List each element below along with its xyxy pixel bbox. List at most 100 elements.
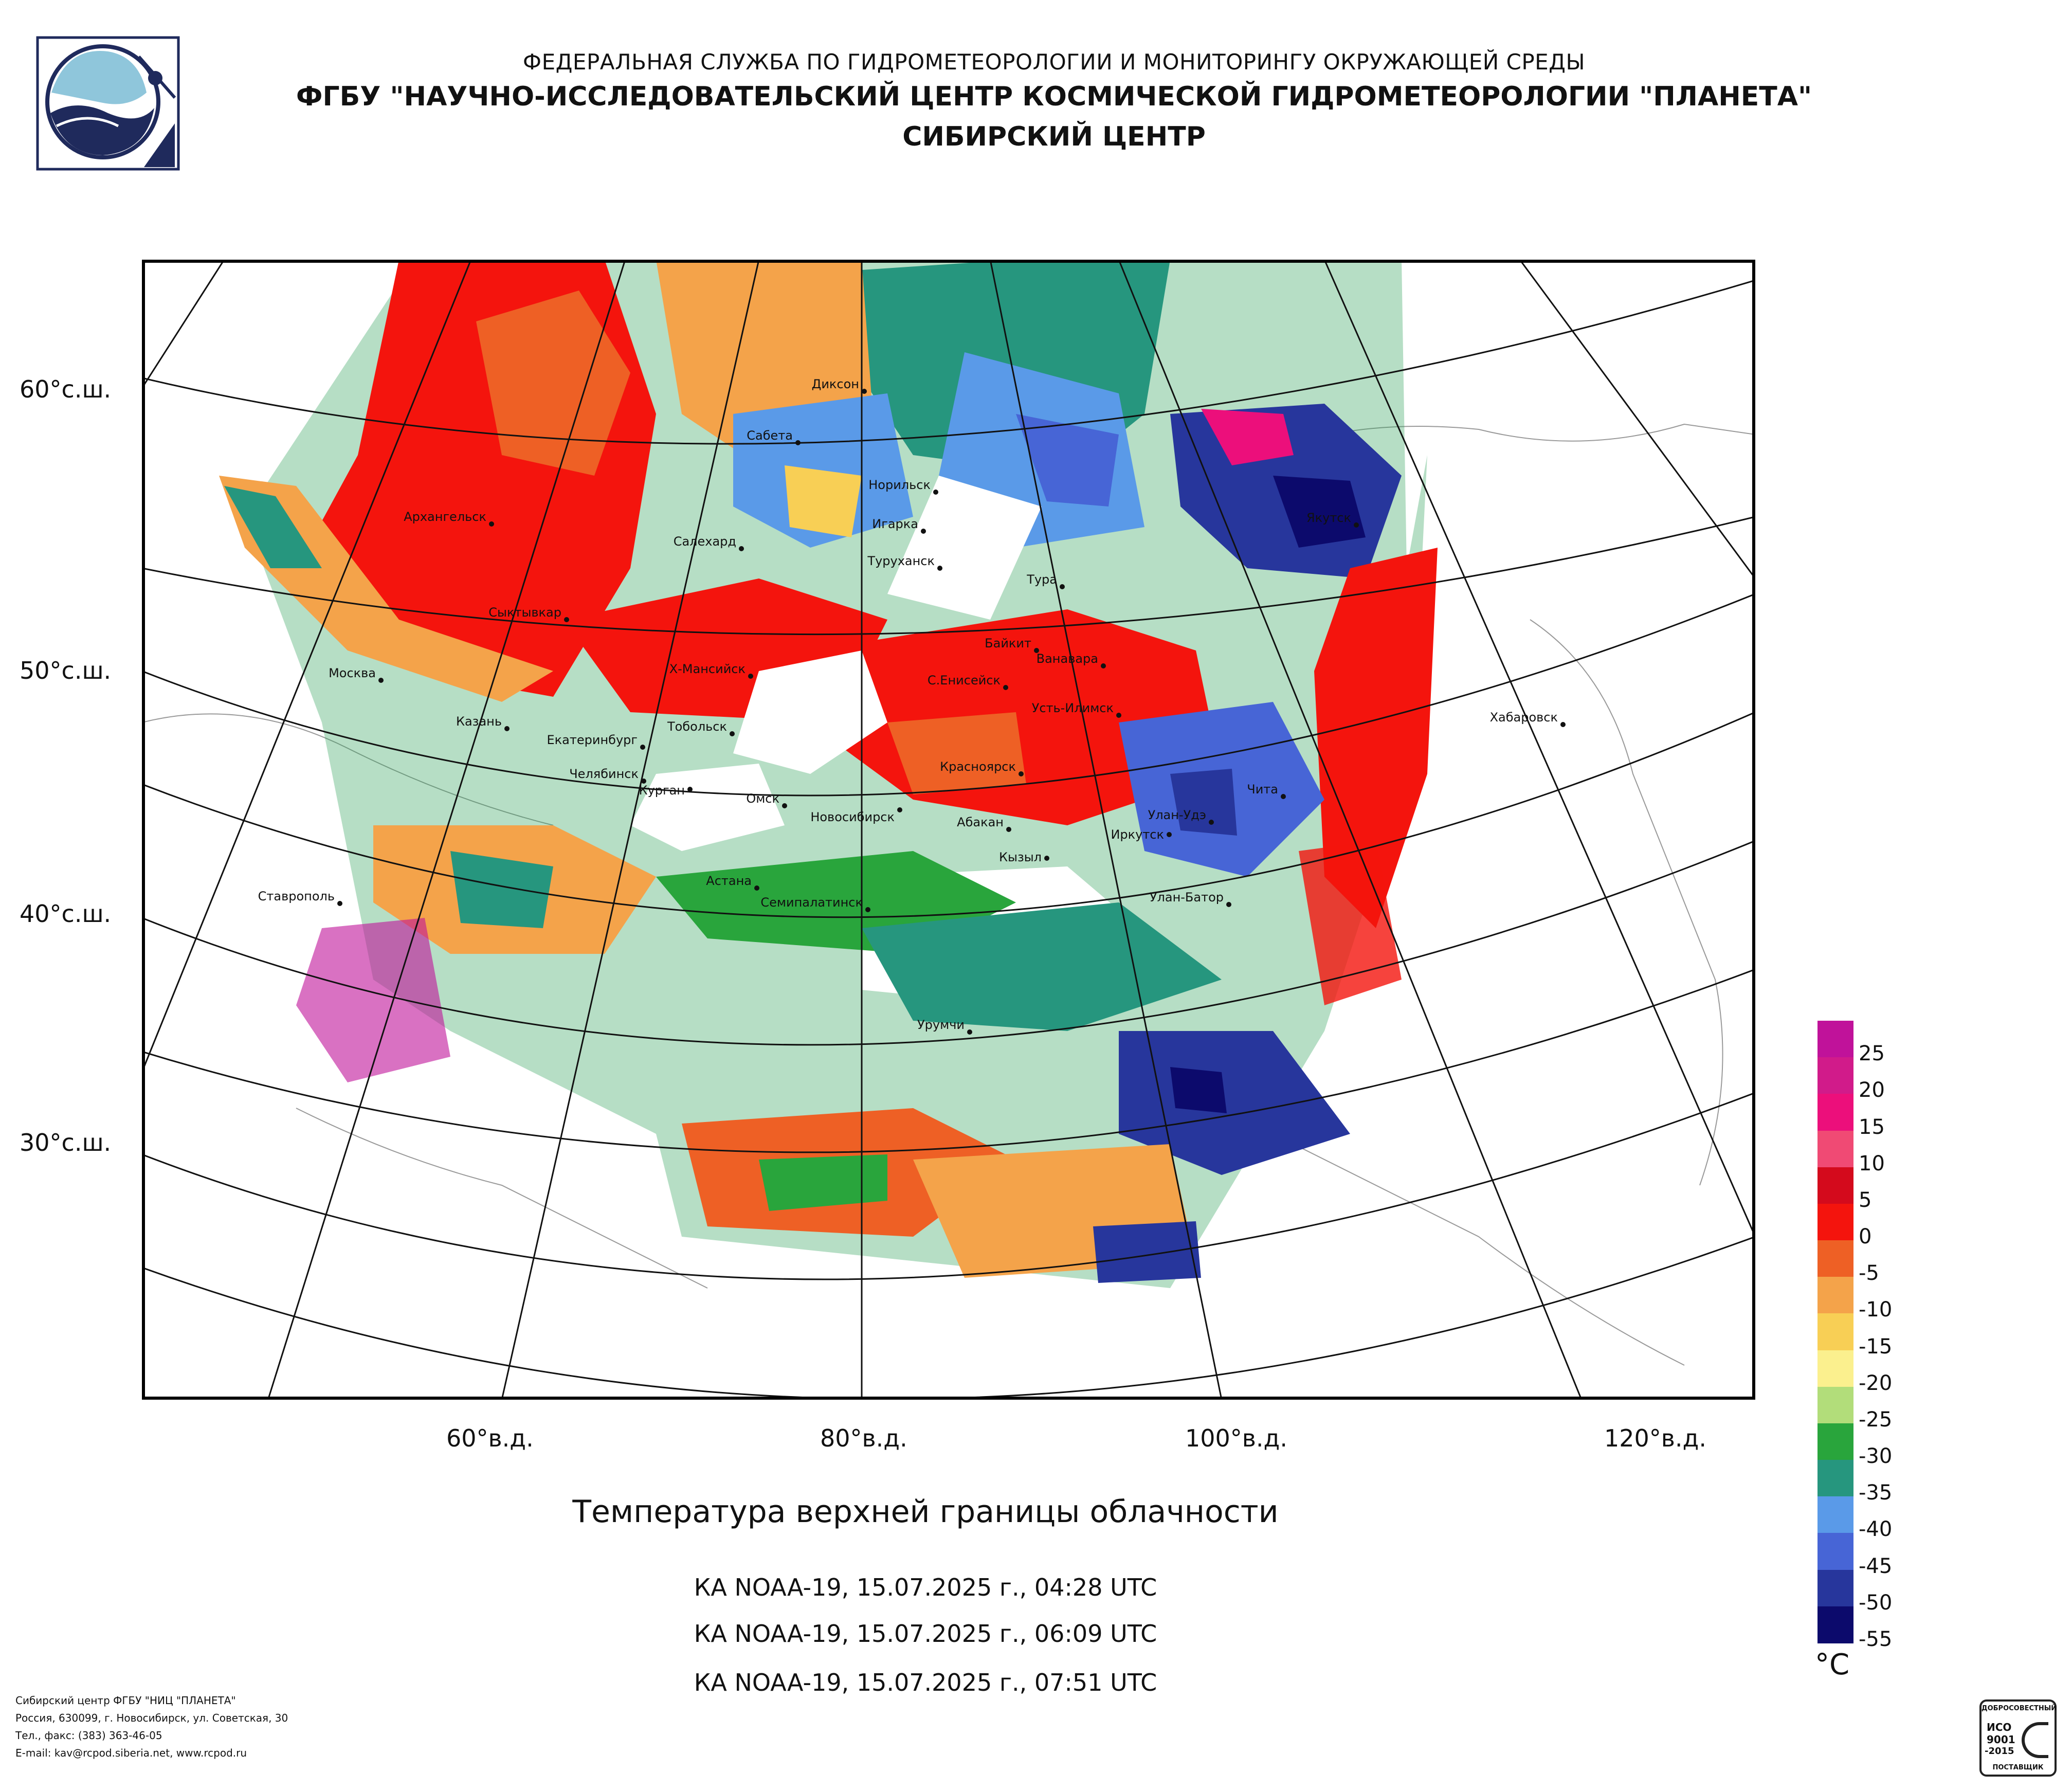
svg-text:Ванавара: Ванавара (1037, 652, 1098, 666)
lon-label-100: 100°в.д. (1185, 1424, 1287, 1452)
city-khanty-mansiysk: Х-Мансийск (669, 662, 753, 679)
svg-text:Тобольск: Тобольск (667, 719, 727, 734)
city-omsk: Омск (746, 791, 787, 808)
svg-text:Сыктывкар: Сыктывкар (488, 605, 561, 620)
color-scale-label: -5 (1859, 1261, 1879, 1286)
color-scale-label: 0 (1859, 1225, 1872, 1249)
pass-2: КА NOAA-19, 15.07.2025 г., 06:09 UTC (694, 1620, 1157, 1648)
city-novosibirsk: Новосибирск (810, 807, 902, 824)
svg-text:Х-Мансийск: Х-Мансийск (669, 662, 746, 676)
svg-text:Байкит: Байкит (985, 636, 1031, 650)
color-scale-swatch (1817, 1423, 1853, 1461)
svg-text:Кызыл: Кызыл (999, 850, 1042, 864)
svg-text:Тура: Тура (1026, 572, 1057, 587)
color-scale-label: 15 (1859, 1115, 1885, 1139)
cert-9001: 9001 (1987, 1733, 2015, 1746)
city-syktyvkar: Сыктывкар (488, 605, 569, 622)
color-scale-swatch (1817, 1240, 1853, 1278)
footer-phone: Тел., факс: (383) 363-46-05 (15, 1729, 162, 1742)
color-scale-swatch (1817, 1167, 1853, 1204)
color-scale-bar (1817, 1021, 1853, 1643)
coastlines (142, 423, 1755, 1366)
pass-3: КА NOAA-19, 15.07.2025 г., 07:51 UTC (694, 1669, 1157, 1696)
graticule (142, 260, 1755, 1400)
city-krasnoyarsk: Красноярск (940, 759, 1024, 776)
color-scale-swatch (1817, 1130, 1853, 1168)
city-abakan: Абакан (957, 815, 1011, 832)
svg-text:Семипалатинск: Семипалатинск (760, 895, 863, 910)
color-scale-swatch (1817, 1277, 1853, 1314)
lon-label-60: 60°в.д. (446, 1424, 534, 1452)
color-scale-swatch (1817, 1569, 1853, 1607)
color-scale-swatch (1817, 1203, 1853, 1241)
color-scale-swatch (1817, 1021, 1853, 1058)
header-center: СИБИРСКИЙ ЦЕНТР (902, 121, 1206, 152)
color-scale-swatch (1817, 1350, 1853, 1387)
color-scale-label: -50 (1859, 1590, 1893, 1615)
svg-text:Омск: Омск (746, 791, 779, 806)
footer-contacts: Сибирский центр ФГБУ "НИЦ "ПЛАНЕТА" Росс… (15, 1692, 288, 1762)
color-scale-label: -55 (1859, 1627, 1893, 1651)
svg-text:Сабета: Сабета (747, 428, 793, 443)
svg-text:Диксон: Диксон (812, 377, 859, 391)
svg-text:Чита: Чита (1247, 782, 1278, 797)
svg-text:Улан-Удэ: Улан-Удэ (1148, 808, 1206, 822)
svg-text:Астана: Астана (706, 874, 752, 888)
svg-text:Урумчи: Урумчи (917, 1018, 965, 1032)
cert-2015: -2015 (1985, 1746, 2014, 1757)
city-semipalatinsk: Семипалатинск (760, 895, 870, 912)
color-scale-swatch (1817, 1460, 1853, 1497)
color-scale-label: 5 (1859, 1188, 1872, 1212)
svg-text:Усть-Илимск: Усть-Илимск (1032, 701, 1114, 715)
color-scale-swatch (1817, 1386, 1853, 1424)
city-arkhangelsk: Архангельск (404, 510, 494, 527)
footer-email: E-mail: kav@rcpod.siberia.net, www.rcpod… (15, 1747, 247, 1759)
svg-text:Игарка: Игарка (872, 517, 918, 531)
iso-certificate-badge: ДОБРОСОВЕСТНЫЙ ИСО 9001 -2015 ПОСТАВЩИК (1979, 1699, 2057, 1777)
city-igarka: Игарка (872, 517, 926, 534)
city-vanavara: Ванавара (1037, 652, 1106, 668)
svg-text:Иркутск: Иркутск (1111, 827, 1164, 842)
city-ulan-bator: Улан-Батор (1150, 890, 1231, 907)
color-scale-label: 20 (1859, 1078, 1885, 1102)
svg-text:Архангельск: Архангельск (404, 510, 486, 524)
city-salekhard: Салехард (674, 534, 744, 551)
svg-text:С.Енисейск: С.Енисейск (928, 673, 1001, 688)
header-agency: ФЕДЕРАЛЬНАЯ СЛУЖБА ПО ГИДРОМЕТЕОРОЛОГИИ … (522, 49, 1586, 75)
svg-text:Салехард: Салехард (674, 534, 736, 549)
city-ulan-ude: Улан-Удэ (1148, 808, 1214, 825)
city-irkutsk: Иркутск (1111, 827, 1172, 842)
lon-label-80: 80°в.д. (820, 1424, 907, 1452)
city-kazan: Казань (456, 714, 510, 731)
city-baikit: Байкит (985, 636, 1039, 653)
footer-org: Сибирский центр ФГБУ "НИЦ "ПЛАНЕТА" (15, 1694, 236, 1707)
color-scale-labels: 25 20 15 10 5 0 -5 -10 -15 -20 -25 -30 -35 -40 -45 -50 -… (1859, 1021, 1920, 1658)
color-scale-label: -30 (1859, 1444, 1893, 1469)
cert-top: ДОБРОСОВЕСТНЫЙ (1982, 1705, 2057, 1712)
svg-text:Казань: Казань (456, 714, 502, 729)
svg-text:Ставрополь: Ставрополь (258, 889, 335, 903)
city-markers: Диксон Сабета Норильск Архангельск Игарк… (258, 377, 1566, 1035)
color-scale-label: 10 (1859, 1151, 1885, 1175)
scale-unit: °C (1815, 1648, 1850, 1681)
svg-text:Норильск: Норильск (868, 478, 931, 492)
color-scale-swatch (1817, 1057, 1853, 1095)
color-scale-label: -40 (1859, 1517, 1893, 1542)
svg-text:Екатеринбург: Екатеринбург (547, 733, 638, 747)
city-dikson: Диксон (812, 377, 867, 394)
svg-text:Челябинск: Челябинск (569, 767, 639, 781)
lat-label-30: 30°с.ш. (20, 1129, 112, 1156)
color-scale-swatch (1817, 1606, 1853, 1643)
cloud-temperature-swath (219, 260, 1438, 1288)
color-scale-label: 25 (1859, 1042, 1885, 1066)
city-yakutsk: Якутск (1306, 511, 1359, 528)
color-scale-label: -20 (1859, 1371, 1893, 1395)
header-institute: ФГБУ "НАУЧНО-ИССЛЕДОВАТЕЛЬСКИЙ ЦЕНТР КОС… (296, 81, 1812, 112)
city-khabarovsk: Хабаровск (1490, 710, 1566, 727)
city-tobolsk: Тобольск (667, 719, 735, 736)
city-chita: Чита (1247, 782, 1286, 799)
pass-1: КА NOAA-19, 15.07.2025 г., 04:28 UTC (694, 1573, 1157, 1601)
lat-label-60: 60°с.ш. (20, 375, 112, 403)
svg-text:Якутск: Якутск (1306, 511, 1351, 525)
color-scale-label: -45 (1859, 1554, 1893, 1578)
